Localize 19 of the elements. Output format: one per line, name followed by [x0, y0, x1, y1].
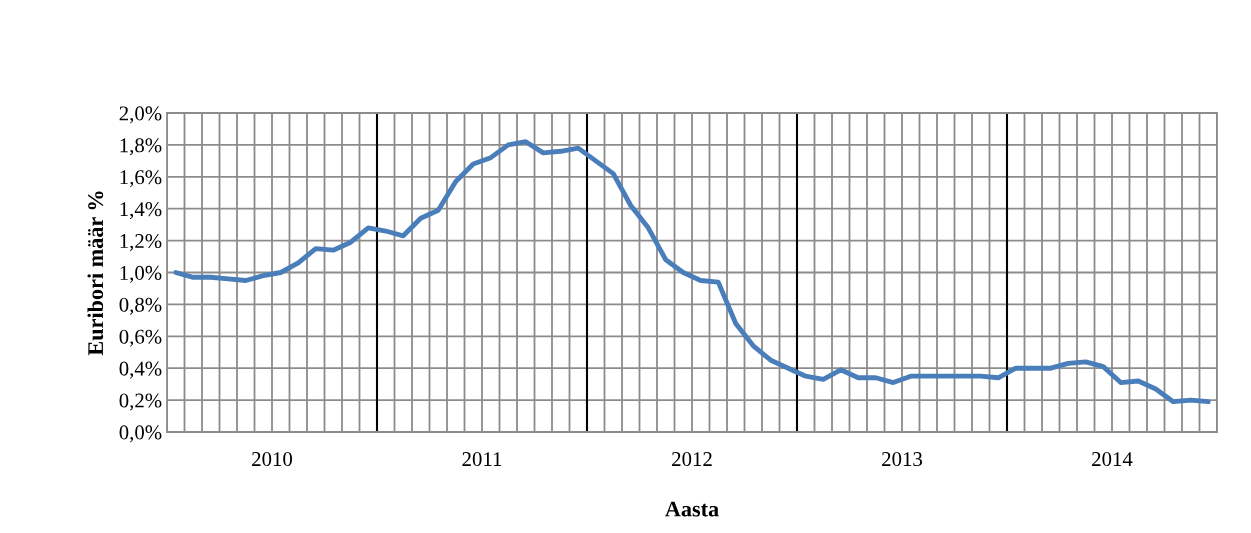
y-tick-label: 1,8%: [120, 138, 162, 156]
y-tick-label: 1,4%: [120, 202, 162, 220]
y-axis-title: Euribori määr %: [87, 191, 104, 356]
x-axis-title: Aasta: [665, 501, 719, 517]
y-tick-label: 0,0%: [119, 425, 162, 443]
y-tick-label: 0,6%: [119, 329, 162, 347]
y-tick-label: 0,8%: [119, 297, 162, 315]
x-tick-label: 2013: [882, 452, 923, 467]
line-series: [173, 139, 1211, 405]
y-tick-label: 1,0%: [120, 265, 162, 283]
y-tick-label: 0,4%: [119, 361, 162, 379]
y-tick-label: 1,6%: [120, 170, 162, 188]
x-tick-label: 2014: [1092, 452, 1133, 467]
y-tick-label: 2,0%: [119, 106, 162, 124]
x-tick-label: 2011: [462, 452, 502, 467]
x-tick-label: 2010: [252, 452, 293, 467]
x-tick-label: 2012: [672, 452, 712, 467]
y-tick-label: 1,2%: [120, 233, 162, 252]
y-tick-label: 0,2%: [119, 393, 162, 411]
